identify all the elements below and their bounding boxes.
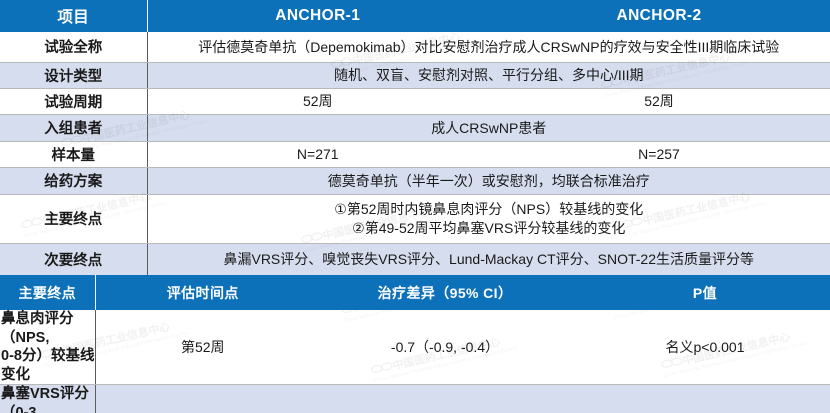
endpoint-results-table: 主要终点 评估时间点 治疗差异（95% CI） P值 鼻息肉评分（NPS, 0-… bbox=[0, 275, 830, 413]
row-value-trial-period-anchor2: 52周 bbox=[488, 88, 830, 115]
row-label-dosing-regimen: 给药方案 bbox=[0, 167, 148, 195]
row-value-design-type: 随机、双盲、安慰剂对照、平行分组、多中心/III期 bbox=[147, 62, 830, 89]
table-row: 设计类型 随机、双盲、安慰剂对照、平行分组、多中心/III期 bbox=[0, 62, 830, 89]
row-value-sample-size-anchor1: N=271 bbox=[147, 141, 488, 168]
endpoint-timepoint-vrs: 第49-52周平均值 bbox=[95, 385, 310, 413]
endpoint-timepoint-nps: 第52周 bbox=[95, 310, 310, 386]
row-label-trial-name: 试验全称 bbox=[0, 32, 148, 63]
row-label-sample-size: 样本量 bbox=[0, 141, 148, 168]
column-header-pvalue: P值 bbox=[580, 275, 830, 310]
endpoint-difference-nps: -0.7（-0.9, -0.4） bbox=[310, 310, 580, 386]
row-label-design-type: 设计类型 bbox=[0, 62, 148, 89]
column-header-anchor1: ANCHOR-1 bbox=[147, 0, 488, 32]
table-row: 主要终点 ①第52周时内镜鼻息肉评分（NPS）较基线的变化 ②第49-52周平均… bbox=[0, 194, 830, 244]
table-row: 试验全称 评估德莫奇单抗（Depemokimab）对比安慰剂治疗成人CRSwNP… bbox=[0, 32, 830, 63]
row-value-secondary-endpoint: 鼻漏VRS评分、嗅觉丧失VRS评分、Lund-Mackay CT评分、SNOT-… bbox=[223, 251, 754, 268]
table-header-row: 主要终点 评估时间点 治疗差异（95% CI） P值 bbox=[0, 275, 830, 310]
table-header-row: 项目 ANCHOR-1 ANCHOR-2 bbox=[0, 0, 830, 32]
table-row: 次要终点 鼻漏VRS评分、嗅觉丧失VRS评分、Lund-Mackay CT评分、… bbox=[0, 243, 830, 275]
row-value-trial-period-anchor1: 52周 bbox=[147, 88, 488, 115]
primary-endpoint-line-2: ②第49-52周平均鼻塞VRS评分较基线的变化 bbox=[352, 219, 626, 236]
row-value-enrolled-patients: 成人CRSwNP患者 bbox=[147, 114, 830, 142]
trial-comparison-table: 项目 ANCHOR-1 ANCHOR-2 试验全称 评估德莫奇单抗（Depemo… bbox=[0, 0, 830, 275]
column-header-endpoint: 主要终点 bbox=[0, 275, 96, 310]
endpoint-difference-vrs: -0.24（-0.39, -0.08） bbox=[310, 385, 580, 413]
table-row: 入组患者 成人CRSwNP患者 bbox=[0, 114, 830, 142]
endpoint-label-nps-line-1: 鼻息肉评分（NPS, bbox=[1, 311, 74, 346]
column-header-anchor2: ANCHOR-2 bbox=[488, 0, 830, 32]
row-label-primary-endpoint: 主要终点 bbox=[0, 194, 148, 244]
endpoint-pvalue-vrs: 名义p=0.003 bbox=[580, 385, 830, 413]
row-label-trial-period: 试验周期 bbox=[0, 88, 148, 115]
table-row: 试验周期 52周 52周 bbox=[0, 88, 830, 115]
row-value-trial-name: 评估德莫奇单抗（Depemokimab）对比安慰剂治疗成人CRSwNP的疗效与安… bbox=[147, 32, 830, 63]
row-value-primary-endpoint: ①第52周时内镜鼻息肉评分（NPS）较基线的变化 ②第49-52周平均鼻塞VRS… bbox=[147, 194, 830, 244]
table-row: 鼻塞VRS评分（0-3 分）较基线变化 第49-52周平均值 -0.24（-0.… bbox=[0, 384, 830, 413]
table-row: 样本量 N=271 N=257 bbox=[0, 141, 830, 168]
endpoint-pvalue-nps: 名义p<0.001 bbox=[580, 310, 830, 386]
table-row: 鼻息肉评分（NPS, 0-8分）较基线变化 第52周 -0.7（-0.9, -0… bbox=[0, 310, 830, 386]
endpoint-label-vrs-line-1: 鼻塞VRS评分（0-3 bbox=[1, 386, 89, 413]
endpoint-label-vrs: 鼻塞VRS评分（0-3 分）较基线变化 bbox=[0, 384, 96, 413]
endpoint-label-nps: 鼻息肉评分（NPS, 0-8分）较基线变化 bbox=[0, 310, 96, 386]
row-value-dosing-regimen: 德莫奇单抗（半年一次）或安慰剂，均联合标准治疗 bbox=[147, 167, 830, 195]
column-header-item: 项目 bbox=[0, 0, 148, 32]
column-header-timepoint: 评估时间点 bbox=[95, 275, 310, 310]
primary-endpoint-line-1: ①第52周时内镜鼻息肉评分（NPS）较基线的变化 bbox=[334, 201, 644, 218]
endpoint-label-nps-line-2: 0-8分）较基线变化 bbox=[1, 348, 95, 383]
column-header-difference: 治疗差异（95% CI） bbox=[310, 275, 580, 310]
row-value-sample-size-anchor2: N=257 bbox=[488, 141, 830, 168]
row-label-secondary-endpoint: 次要终点 bbox=[0, 243, 148, 275]
row-label-enrolled-patients: 入组患者 bbox=[0, 114, 148, 142]
table-row: 给药方案 德莫奇单抗（半年一次）或安慰剂，均联合标准治疗 bbox=[0, 167, 830, 195]
